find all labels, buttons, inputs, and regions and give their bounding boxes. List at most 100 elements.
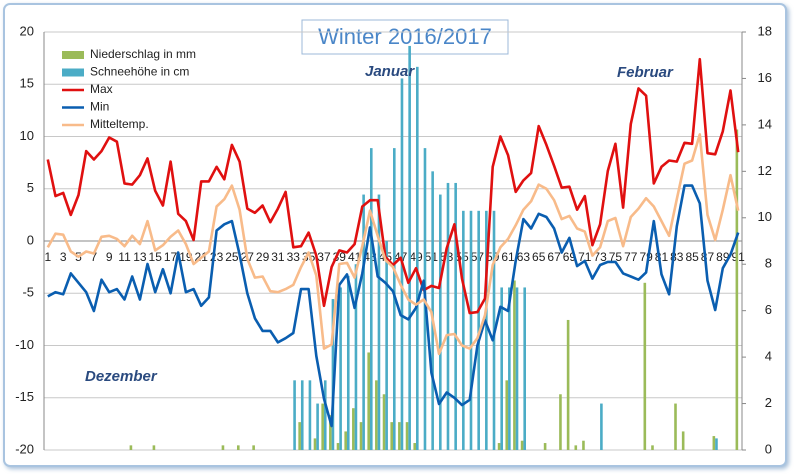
bar	[651, 445, 654, 450]
x-tick-label: 33	[287, 250, 301, 264]
bar	[323, 380, 327, 450]
bar	[439, 194, 442, 450]
chart-title: Winter 2016/2017	[318, 24, 492, 49]
line	[47, 184, 740, 428]
x-tick-label: 17	[164, 250, 178, 264]
x-tick-label: 65	[532, 250, 546, 264]
y2-tick-label: 8	[765, 256, 772, 271]
y-tick-label: -5	[22, 285, 34, 300]
bar	[385, 241, 388, 450]
bar	[390, 422, 393, 450]
bar	[408, 45, 411, 450]
bar	[344, 431, 347, 450]
y2-tick-label: 10	[758, 209, 772, 224]
y-tick-label: -15	[15, 389, 34, 404]
x-tick-label: 67	[547, 250, 561, 264]
legend-label: Max	[90, 82, 113, 96]
x-tick-label: 15	[149, 250, 163, 264]
bar	[454, 182, 457, 450]
bar	[398, 422, 401, 450]
legend-label: Schneehöhe in cm	[90, 65, 189, 79]
legend-swatch	[62, 51, 84, 59]
bar	[520, 440, 524, 450]
bar	[339, 287, 342, 450]
x-tick-label: 91	[731, 250, 745, 264]
x-tick-label: 3	[60, 250, 67, 264]
y-tick-label: 0	[27, 232, 34, 247]
bar	[497, 443, 501, 450]
bar	[681, 431, 685, 450]
bar	[377, 194, 381, 450]
x-tick-label: 1	[44, 250, 51, 264]
bar	[129, 445, 133, 450]
annotation: Januar	[365, 63, 415, 80]
bar	[416, 66, 419, 450]
y2-tick-label: 2	[765, 395, 772, 410]
y-tick-label: 10	[20, 128, 34, 143]
x-tick-label: 7	[91, 250, 98, 264]
x-tick-label: 25	[225, 250, 239, 264]
bar	[485, 210, 488, 450]
bar	[600, 403, 603, 450]
y2-tick-label: 16	[758, 70, 772, 85]
bar	[715, 438, 718, 450]
legend-label: Min	[90, 100, 109, 114]
bar	[362, 194, 365, 450]
bar	[543, 443, 547, 450]
bar	[462, 210, 465, 450]
bar	[431, 171, 434, 451]
x-tick-label: 71	[578, 250, 592, 264]
x-tick-label: 13	[133, 250, 147, 264]
bar	[674, 403, 677, 450]
x-tick-label: 73	[593, 250, 607, 264]
bar	[469, 210, 473, 450]
annotation: Februar	[617, 64, 674, 81]
legend-label: Mitteltemp.	[90, 117, 149, 131]
line	[46, 133, 740, 356]
x-tick-label: 85	[685, 250, 699, 264]
bar	[331, 299, 335, 450]
bar	[375, 380, 378, 450]
bar	[513, 280, 516, 450]
title-box	[301, 19, 509, 55]
x-tick-label: 31	[271, 250, 285, 264]
y2-tick-label: 12	[758, 163, 772, 178]
bar	[236, 445, 240, 450]
bar	[515, 287, 519, 450]
bar	[735, 129, 739, 451]
x-tick-label: 37	[317, 250, 331, 264]
bar	[712, 436, 716, 450]
y-tick-label: -20	[15, 441, 34, 456]
bar	[308, 380, 312, 450]
bar	[582, 440, 585, 450]
bar	[300, 380, 304, 450]
bar	[354, 264, 358, 450]
bar	[413, 443, 417, 450]
x-tick-label: 61	[501, 250, 515, 264]
bar	[559, 394, 562, 450]
bar	[500, 287, 503, 450]
y2-tick-label: 18	[758, 23, 772, 38]
legend-label: Niederschlag in mm	[90, 47, 196, 61]
bar	[221, 445, 225, 450]
bar	[298, 422, 301, 450]
y-tick-label: 5	[27, 180, 34, 195]
bar	[316, 403, 319, 450]
x-tick-label: 81	[655, 250, 669, 264]
bar	[523, 287, 526, 450]
bar	[252, 445, 255, 450]
x-tick-label: 87	[701, 250, 715, 264]
bar	[352, 408, 355, 450]
bar	[293, 380, 296, 450]
bar	[359, 422, 363, 450]
y-tick-label: 15	[20, 76, 34, 91]
bar	[346, 275, 350, 450]
bar	[505, 380, 509, 450]
x-tick-label: 77	[624, 250, 638, 264]
bar	[508, 287, 511, 450]
x-tick-label: 11	[118, 250, 131, 264]
bar	[152, 445, 156, 450]
y2-tick-label: 0	[765, 441, 772, 456]
y-tick-label: -10	[15, 337, 34, 352]
